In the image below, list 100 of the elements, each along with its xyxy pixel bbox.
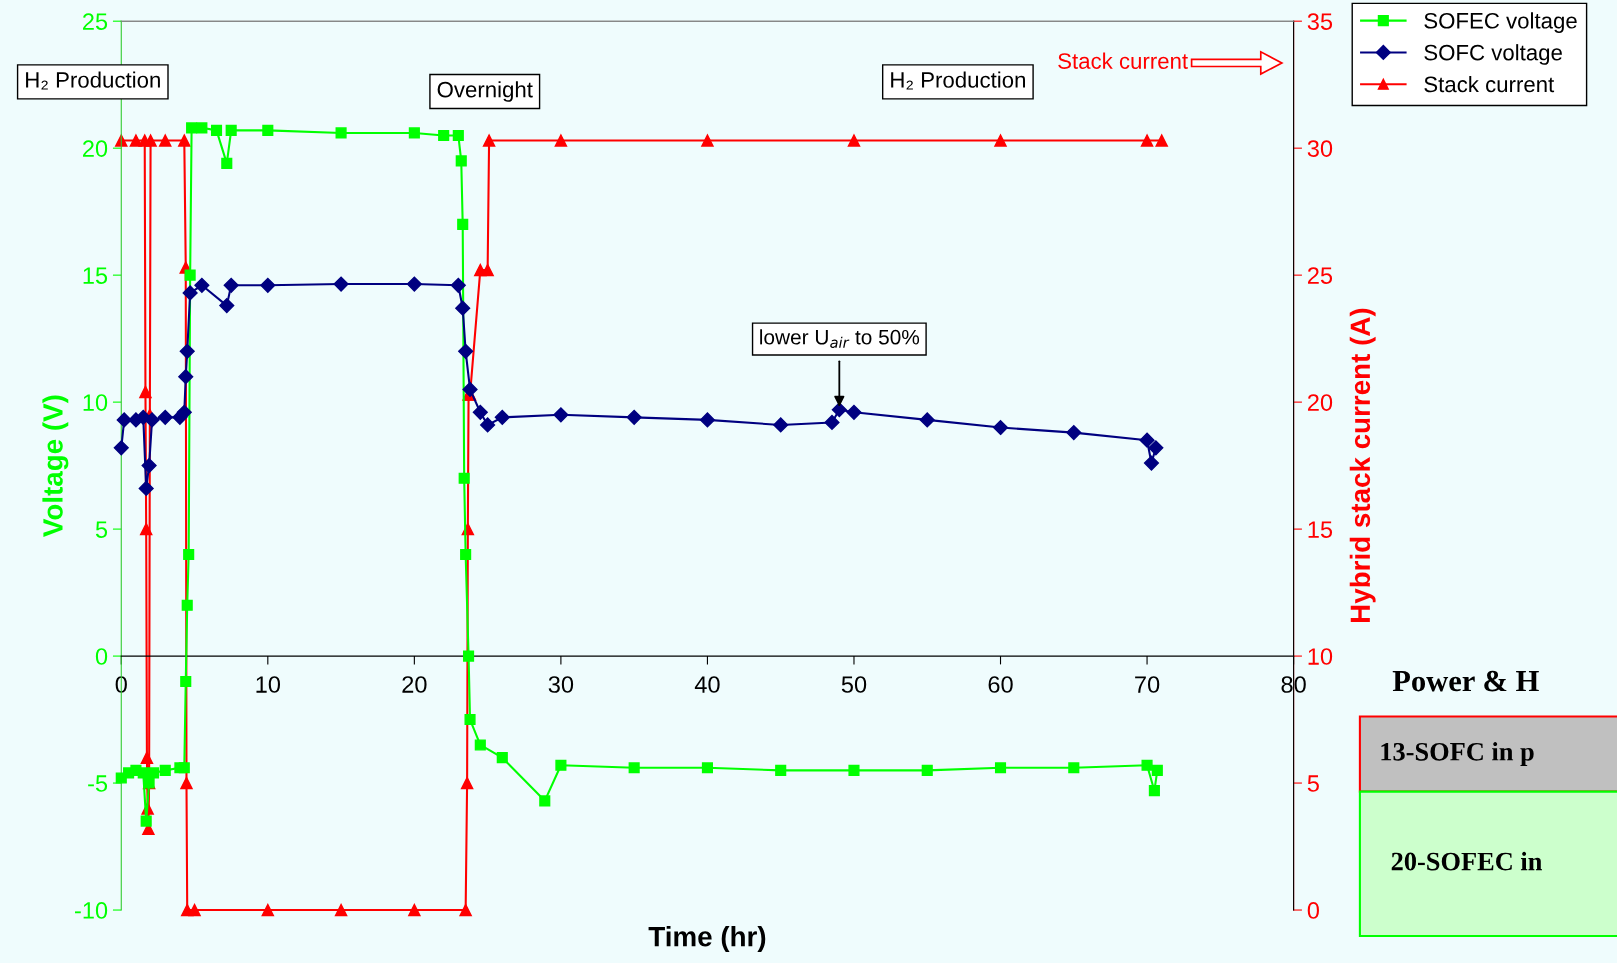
- x-tick-label: 20: [402, 676, 427, 693]
- point: [219, 298, 235, 314]
- point: [178, 134, 191, 147]
- y-tick-label: 20: [83, 140, 108, 157]
- point: [116, 412, 132, 428]
- point: [994, 762, 1007, 774]
- y2-axis-title: Hybrid stack current (A): [1349, 308, 1376, 622]
- point: [847, 134, 861, 147]
- point: [176, 404, 192, 420]
- point: [137, 767, 149, 779]
- point: [1143, 455, 1160, 471]
- point: [775, 764, 787, 776]
- point: [554, 134, 568, 147]
- y-tick-label: 5: [95, 521, 108, 538]
- point: [455, 155, 467, 167]
- point: [183, 548, 195, 561]
- point: [701, 762, 713, 774]
- point: [225, 124, 237, 136]
- point: [194, 277, 210, 293]
- point: [992, 419, 1009, 436]
- point: [1155, 134, 1168, 147]
- point: [147, 767, 160, 779]
- y-tick-label: -10: [75, 902, 108, 919]
- point: [141, 458, 157, 474]
- point: [994, 134, 1007, 147]
- point: [450, 277, 466, 293]
- point: [158, 134, 172, 147]
- point: [138, 480, 154, 497]
- point: [539, 795, 551, 807]
- point: [459, 903, 472, 917]
- point: [115, 134, 128, 147]
- y2-tick-label: 10: [1308, 648, 1333, 665]
- point: [480, 417, 496, 433]
- point: [438, 129, 450, 142]
- point: [181, 599, 193, 611]
- point: [223, 277, 239, 293]
- x-tick-label: 70: [1135, 676, 1160, 693]
- point: [182, 285, 198, 301]
- x-tick-label: 50: [841, 676, 867, 693]
- point: [481, 263, 494, 277]
- point: [460, 776, 474, 790]
- x-axis-title: Time (hr): [648, 926, 766, 952]
- x-tick-label: 60: [988, 676, 1013, 693]
- point: [831, 402, 847, 418]
- point: [157, 409, 173, 425]
- point: [408, 127, 420, 139]
- point: [335, 127, 347, 139]
- point: [626, 409, 642, 425]
- point: [773, 417, 789, 433]
- x-tick-label: 30: [548, 676, 574, 693]
- point: [406, 276, 422, 292]
- point: [460, 548, 472, 561]
- point: [140, 751, 154, 764]
- y2-tick-label: 0: [1307, 902, 1319, 919]
- y2-tick-label: 20: [1307, 394, 1333, 411]
- point: [140, 815, 152, 827]
- text: Power & H: [1392, 670, 1539, 692]
- point: [186, 122, 198, 134]
- point: [553, 407, 569, 423]
- point: [408, 903, 421, 917]
- point: [452, 129, 464, 142]
- point: [196, 122, 208, 134]
- legend-label: SOFEC voltage: [1424, 12, 1577, 34]
- y-tick-label: 15: [83, 267, 108, 284]
- point: [139, 522, 153, 536]
- point: [1151, 764, 1163, 776]
- point: [701, 134, 714, 147]
- point: [261, 903, 275, 917]
- point: [848, 764, 860, 776]
- point: [188, 903, 201, 917]
- text: 20-SOFEC in: [1391, 851, 1542, 871]
- point: [494, 409, 510, 425]
- point: [262, 124, 274, 136]
- point: [919, 412, 935, 428]
- point: [178, 369, 194, 385]
- point: [482, 134, 496, 147]
- y2-tick-label: 25: [1307, 267, 1333, 284]
- point: [144, 412, 160, 428]
- point: [1148, 785, 1160, 797]
- point: [210, 124, 223, 136]
- point: [457, 218, 469, 230]
- point: [921, 764, 933, 776]
- x-tick-label: 40: [694, 676, 720, 693]
- point: [463, 650, 475, 662]
- point: [159, 764, 171, 776]
- point: [260, 277, 276, 293]
- point: [139, 385, 152, 399]
- annotation: lower U$_{air}$ to 50%: [760, 329, 920, 348]
- point: [846, 404, 862, 420]
- point: [129, 134, 143, 147]
- point: [221, 157, 233, 169]
- point: [455, 300, 471, 316]
- y-tick-label: 10: [83, 394, 108, 411]
- point: [1141, 759, 1153, 771]
- point: [1139, 432, 1155, 448]
- point: [458, 343, 474, 359]
- y2-tick-label: 15: [1308, 521, 1333, 538]
- point: [555, 759, 567, 771]
- text: 13-SOFC in p: [1381, 742, 1534, 766]
- point: [179, 343, 195, 359]
